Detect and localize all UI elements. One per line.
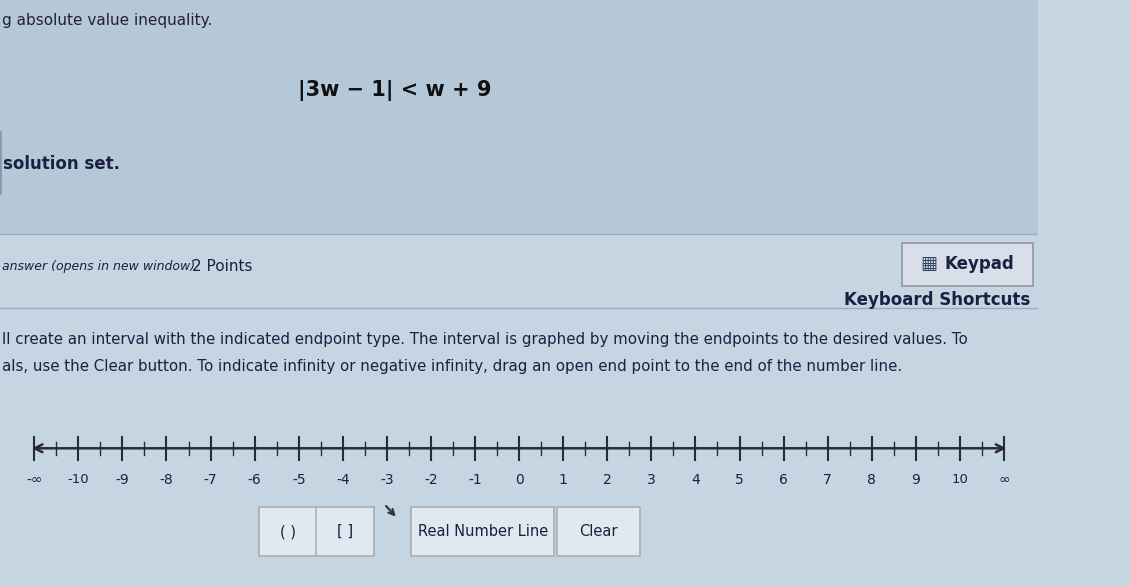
Text: 2: 2 [603, 473, 611, 487]
Text: -10: -10 [68, 473, 89, 486]
Text: 2 Points: 2 Points [192, 259, 253, 274]
Text: -6: -6 [247, 473, 261, 487]
Text: 10: 10 [951, 473, 968, 486]
Text: ( ): ( ) [279, 524, 296, 539]
Text: ll create an interval with the indicated endpoint type. The interval is graphed : ll create an interval with the indicated… [2, 332, 967, 347]
Text: Keyboard Shortcuts: Keyboard Shortcuts [844, 291, 1029, 309]
Text: -2: -2 [424, 473, 437, 487]
Text: 8: 8 [868, 473, 876, 487]
FancyBboxPatch shape [902, 243, 1033, 286]
Text: |3w − 1| < w + 9: |3w − 1| < w + 9 [298, 80, 492, 101]
FancyBboxPatch shape [0, 0, 1038, 234]
Text: g absolute value inequality.: g absolute value inequality. [2, 13, 212, 28]
Text: -1: -1 [468, 473, 481, 487]
Text: 9: 9 [912, 473, 920, 487]
Text: solution set.: solution set. [3, 155, 120, 173]
Text: 1: 1 [558, 473, 567, 487]
FancyBboxPatch shape [315, 507, 374, 556]
Text: [ ]: [ ] [337, 524, 353, 539]
Text: -8: -8 [159, 473, 173, 487]
Text: als, use the Clear button. To indicate infinity or negative infinity, drag an op: als, use the Clear button. To indicate i… [2, 359, 902, 374]
Text: answer (opens in new window): answer (opens in new window) [2, 260, 195, 273]
Text: 3: 3 [647, 473, 655, 487]
Text: 4: 4 [692, 473, 699, 487]
FancyBboxPatch shape [411, 507, 555, 556]
Text: Keypad: Keypad [945, 255, 1015, 273]
Text: -∞: -∞ [26, 473, 43, 487]
Text: 7: 7 [824, 473, 832, 487]
FancyBboxPatch shape [556, 507, 640, 556]
Text: ▦: ▦ [920, 255, 937, 273]
Text: 5: 5 [736, 473, 744, 487]
FancyBboxPatch shape [259, 507, 316, 556]
Text: -4: -4 [336, 473, 349, 487]
Text: 6: 6 [780, 473, 788, 487]
Text: 0: 0 [515, 473, 523, 487]
Text: Real Number Line: Real Number Line [418, 524, 548, 539]
Text: -3: -3 [380, 473, 393, 487]
Text: -5: -5 [292, 473, 305, 487]
Text: -7: -7 [203, 473, 217, 487]
Text: -9: -9 [115, 473, 129, 487]
Text: Clear: Clear [579, 524, 617, 539]
Text: ∞: ∞ [998, 473, 1010, 487]
